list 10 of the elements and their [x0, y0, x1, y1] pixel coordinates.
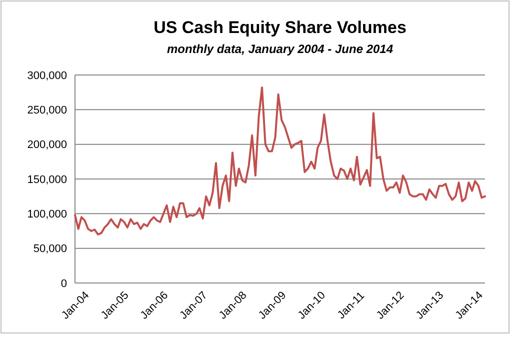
y-tick-label: 50,000: [33, 243, 67, 256]
y-tick-label: 250,000: [27, 104, 67, 117]
y-tick-label: 150,000: [27, 174, 67, 186]
chart-title: US Cash Equity Share Volumes: [154, 18, 406, 37]
y-tick-label: 300,000: [27, 70, 67, 82]
y-tick-label: 100,000: [27, 208, 67, 221]
y-tick-label: 200,000: [27, 139, 67, 152]
chart-subtitle: monthly data, January 2004 - June 2014: [166, 42, 394, 56]
line-series: [74, 86, 486, 236]
y-tick-label: 0: [60, 278, 67, 290]
